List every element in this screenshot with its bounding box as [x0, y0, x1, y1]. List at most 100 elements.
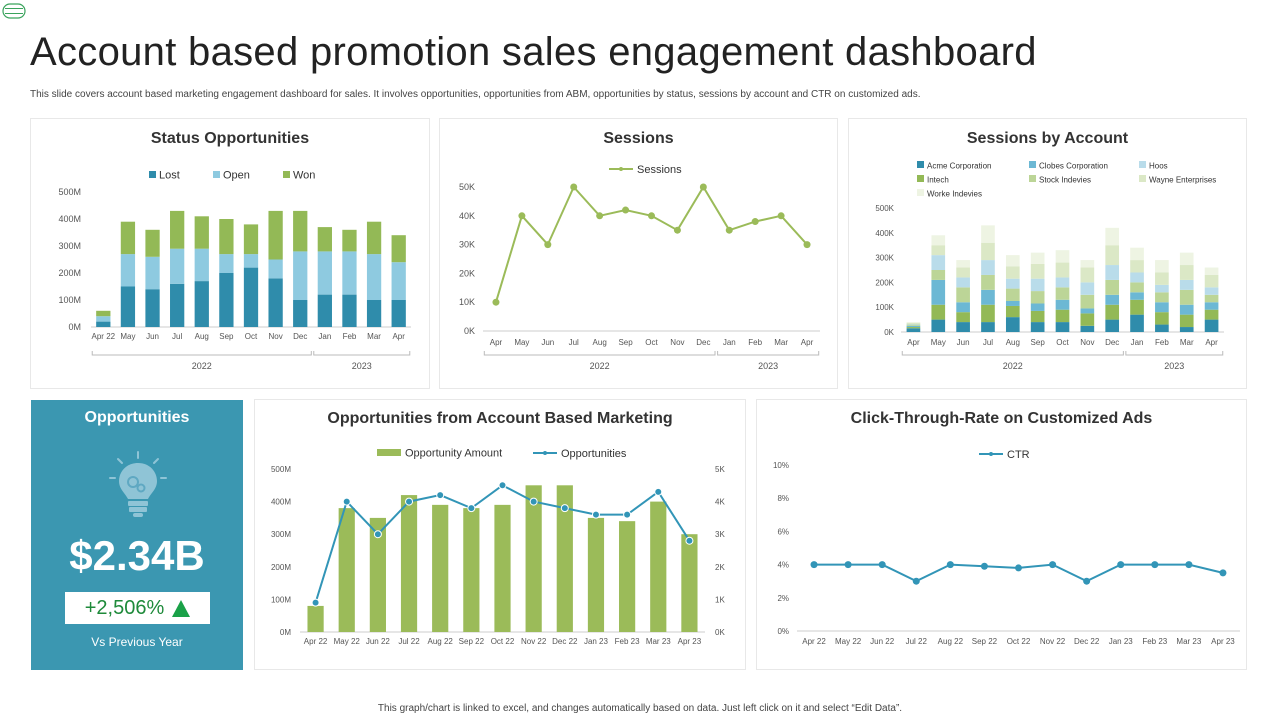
bar-segment — [1005, 288, 1020, 301]
x-tick-label: Apr 22 — [92, 332, 116, 341]
x-tick-label: Jan — [723, 338, 736, 347]
y-tick-label: 30K — [459, 240, 475, 250]
year-group-bracket — [1125, 351, 1224, 356]
legend-label: Open — [223, 170, 250, 182]
opportunity-amount-bar — [338, 508, 355, 632]
ctr-panel: Click-Through-Rate on Customized Ads CTR… — [756, 399, 1247, 670]
year-group-bracket — [313, 351, 411, 356]
page-title: Account based promotion sales engagement… — [30, 30, 1037, 74]
bar-segment — [1105, 294, 1120, 305]
legend-swatch — [989, 452, 993, 456]
bar-segment — [931, 245, 946, 256]
y-tick-label: 300K — [875, 254, 894, 263]
y-tick-label: 300M — [58, 241, 81, 251]
opportunities-point — [342, 497, 351, 506]
bar-segment — [366, 221, 382, 255]
ctr-point — [878, 561, 886, 569]
x-tick-label: Mar — [1180, 338, 1194, 347]
bar-segment — [1080, 282, 1095, 295]
bar-segment — [366, 300, 382, 327]
sessions-by-account-chart[interactable]: Acme Corporation Intech Clobes Corporation… — [849, 119, 1248, 390]
menu-icon[interactable] — [2, 3, 26, 19]
x-tick-label: Nov 22 — [1040, 637, 1066, 646]
bar-segment — [391, 300, 406, 327]
bar-segment — [956, 322, 970, 332]
bar-segment — [293, 210, 308, 252]
bar-segment — [1204, 287, 1219, 295]
sessions-point — [544, 241, 552, 249]
x-tick-label: Aug — [1006, 338, 1020, 347]
bar-segment — [317, 251, 332, 295]
bar-segment — [96, 316, 111, 322]
bar-segment — [120, 221, 136, 255]
x-tick-label: Nov 22 — [521, 637, 547, 646]
bar-segment — [906, 324, 921, 326]
bar-segment — [1179, 279, 1194, 290]
sessions-point — [622, 206, 630, 214]
bar-segment — [1005, 305, 1020, 318]
bar-segment — [956, 260, 970, 268]
legend-label: CTR — [1007, 449, 1030, 461]
x-tick-label: Oct — [645, 338, 658, 347]
bar-segment — [1030, 310, 1045, 323]
legend-label: Acme Corporation — [927, 162, 991, 171]
x-tick-label: Feb — [748, 338, 762, 347]
bar-segment — [906, 327, 921, 329]
x-tick-label: Sep — [219, 332, 234, 341]
opportunities-point — [560, 504, 569, 513]
legend-label: Intech — [927, 176, 949, 185]
y-tick-label: 400M — [58, 214, 81, 224]
abm-opportunities-chart[interactable]: Opportunity Amount Opportunities 0M 100M 200… — [255, 400, 747, 671]
kpi-caption: Vs Previous Year — [91, 635, 183, 649]
bar-segment — [906, 322, 921, 323]
bar-segment — [366, 254, 382, 300]
bar-segment — [931, 279, 946, 305]
ctr-point — [1049, 561, 1057, 569]
y-tick-label: 20K — [459, 268, 475, 278]
bar-segment — [342, 229, 357, 252]
opportunity-amount-bar — [432, 504, 449, 632]
kpi-change-box: +2,506% — [65, 592, 210, 624]
x-tick-label: Oct 22 — [1007, 637, 1031, 646]
y-tick-label: 6% — [777, 527, 789, 536]
bar-segment — [243, 254, 259, 268]
ctr-chart[interactable]: CTR 0% 2% 4% 6% 8% 10% Apr 22 May 22 Jun 22 Jul 22… — [757, 400, 1248, 671]
year-group-bracket — [901, 351, 1124, 356]
bar-segment — [1030, 263, 1045, 279]
legend-swatch — [1139, 161, 1146, 168]
y2-tick-label: 1K — [715, 595, 725, 604]
year-group-label: 2023 — [1164, 361, 1184, 371]
bar-segment — [145, 256, 160, 290]
bar-segment — [1080, 313, 1095, 326]
sessions-point — [751, 218, 759, 226]
x-tick-label: May — [120, 332, 135, 341]
sessions-chart[interactable]: Sessions 0K 10K 20K 30K 40K 50K Apr May Jun Jul Aug… — [440, 119, 839, 390]
y-tick-label: 8% — [777, 494, 789, 503]
panel-title: Status Opportunities — [150, 130, 310, 147]
status-opportunities-chart[interactable]: Lost Open Won 0M 100M 200M 300M 400M 500M Apr 22 M… — [31, 119, 431, 390]
bar-segment — [194, 248, 209, 282]
bar-segment — [342, 294, 357, 327]
x-tick-label: Oct — [245, 332, 258, 341]
bar-segment — [1179, 327, 1194, 332]
bar-segment — [1005, 255, 1020, 267]
x-tick-label: Jul — [172, 332, 182, 341]
bar-segment — [1055, 277, 1070, 288]
bar-segment — [1105, 279, 1120, 295]
opportunities-point — [591, 510, 600, 519]
x-tick-label: Jul 22 — [398, 637, 420, 646]
opportunity-amount-bar — [400, 495, 418, 632]
opportunities-point — [373, 530, 382, 539]
legend-swatch — [543, 451, 547, 455]
x-tick-label: Feb 23 — [1142, 637, 1167, 646]
opportunities-point — [467, 504, 476, 513]
bar-segment — [1005, 301, 1020, 306]
bar-segment — [1130, 314, 1144, 332]
bar-segment — [96, 321, 111, 327]
legend-swatch — [213, 171, 220, 178]
bar-segment — [1080, 308, 1095, 314]
sessions-point — [492, 298, 500, 306]
bar-segment — [268, 259, 283, 279]
bar-segment — [931, 235, 946, 246]
y-tick-label: 0K — [464, 326, 475, 336]
